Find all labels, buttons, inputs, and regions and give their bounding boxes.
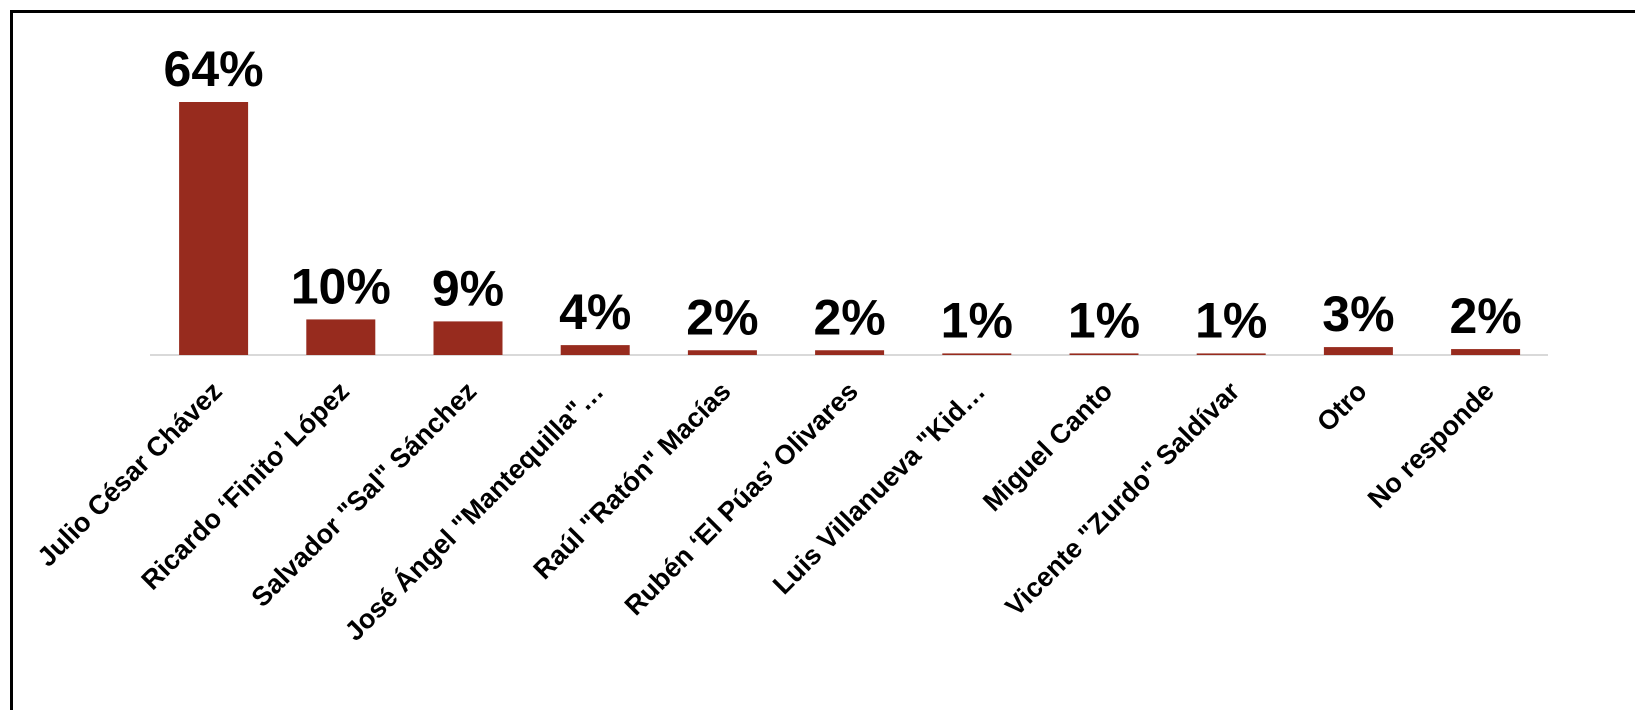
bar-3 [560,345,630,355]
chart-frame [10,10,1635,710]
category-label-1: Ricardo ‘Finito’ López [135,376,355,596]
category-label-2: Salvador "Sal" Sánchez [246,376,483,613]
data-label-0: 64% [164,41,264,97]
bars-group [179,102,1521,355]
data-label-5: 2% [813,289,885,345]
category-label-9: Otro [1311,376,1373,438]
bar-7 [1069,353,1139,355]
bar-9 [1323,347,1393,355]
category-label-7: Miguel Canto [977,376,1118,517]
data-label-8: 1% [1195,292,1267,348]
data-label-1: 10% [291,258,391,314]
data-label-7: 1% [1068,292,1140,348]
data-label-4: 2% [686,289,758,345]
bar-0 [179,102,249,355]
bar-10 [1451,349,1521,355]
data-label-6: 1% [941,292,1013,348]
bar-1 [306,319,376,355]
value-labels-group: 64% 10% 9% 4% 2% 2% 1% 1% 1% 3% 2% [164,41,1522,348]
category-label-5: Rubén ‘El Púas’ Olivares [619,376,864,621]
data-label-3: 4% [559,284,631,340]
bar-chart: 64% 10% 9% 4% 2% 2% 1% 1% 1% 3% 2% Julio César Chá… [32,41,1548,647]
bar-4 [687,350,757,355]
category-label-3: José Ángel "Mantequilla"… [338,375,609,646]
bar-5 [815,350,885,355]
bar-6 [942,353,1012,355]
bar-8 [1196,353,1266,355]
category-label-8: Vicente "Zurdo" Saldívar [1000,376,1246,622]
category-label-6: Luis Villanueva "Kid… [767,376,991,600]
data-label-10: 2% [1449,288,1521,344]
data-label-9: 3% [1322,286,1394,342]
data-label-2: 9% [432,260,504,316]
bar-2 [433,321,503,355]
category-label-10: No responde [1362,376,1500,514]
